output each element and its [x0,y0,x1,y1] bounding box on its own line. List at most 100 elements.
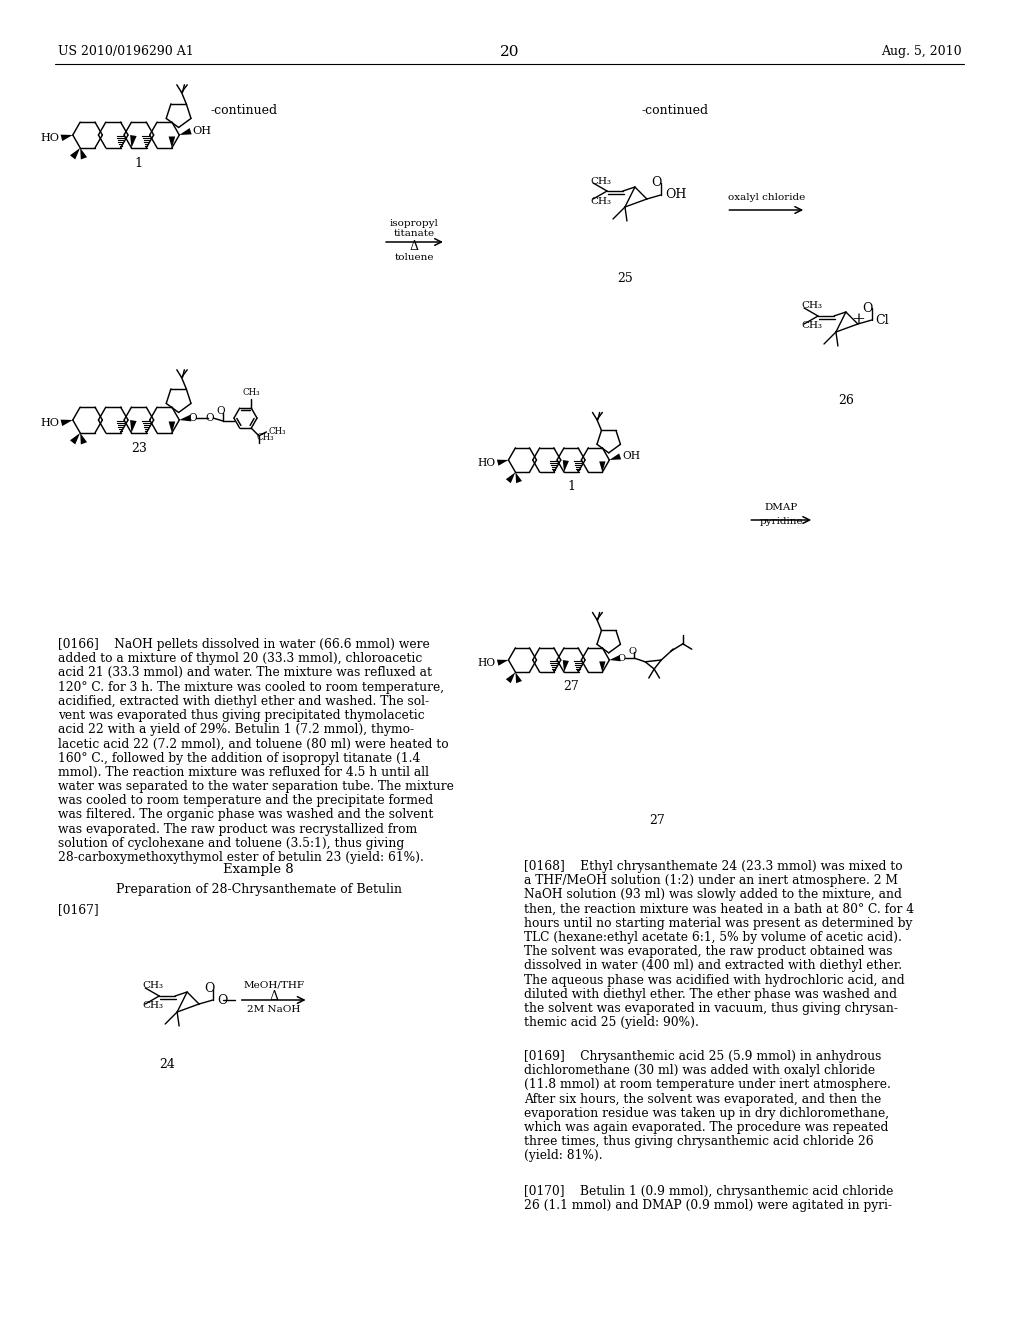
Text: CH₃: CH₃ [243,388,260,396]
Text: [0168]    Ethyl chrysanthemate 24 (23.3 mmol) was mixed to: [0168] Ethyl chrysanthemate 24 (23.3 mmo… [524,861,903,873]
Text: CH₃: CH₃ [590,177,611,186]
Text: NaOH solution (93 ml) was slowly added to the mixture, and: NaOH solution (93 ml) was slowly added t… [524,888,902,902]
Text: 26 (1.1 mmol) and DMAP (0.9 mmol) were agitated in pyri-: 26 (1.1 mmol) and DMAP (0.9 mmol) were a… [524,1199,893,1212]
Polygon shape [506,473,515,483]
Polygon shape [169,421,175,433]
Text: vent was evaporated thus giving precipitated thymolacetic: vent was evaporated thus giving precipit… [57,709,424,722]
Polygon shape [80,433,87,445]
Text: [0167]: [0167] [57,903,98,916]
Polygon shape [515,672,522,684]
Polygon shape [515,473,522,483]
Polygon shape [130,420,136,433]
Text: OH: OH [193,127,212,136]
Text: titanate: titanate [393,230,434,239]
Text: 2M NaOH: 2M NaOH [247,1006,300,1015]
Text: was evaporated. The raw product was recrystallized from: was evaporated. The raw product was recr… [57,822,417,836]
Polygon shape [497,660,509,665]
Text: 23: 23 [131,442,146,454]
Text: The solvent was evaporated, the raw product obtained was: The solvent was evaporated, the raw prod… [524,945,893,958]
Text: Aug. 5, 2010: Aug. 5, 2010 [881,45,962,58]
Text: acidified, extracted with diethyl ether and washed. The sol-: acidified, extracted with diethyl ether … [57,694,429,708]
Polygon shape [497,459,509,466]
Text: CH₃: CH₃ [268,428,286,437]
Text: O: O [205,413,214,424]
Text: O: O [217,994,227,1006]
Text: CH₃: CH₃ [801,301,822,310]
Text: 28-carboxymethoxythymol ester of betulin 23 (yield: 61%).: 28-carboxymethoxythymol ester of betulin… [57,851,424,865]
Text: CH₃: CH₃ [142,982,163,990]
Text: solution of cyclohexane and toluene (3.5:1), thus giving: solution of cyclohexane and toluene (3.5… [57,837,404,850]
Polygon shape [169,136,175,148]
Text: 25: 25 [617,272,633,285]
Text: The aqueous phase was acidified with hydrochloric acid, and: The aqueous phase was acidified with hyd… [524,974,905,986]
Text: dichloromethane (30 ml) was added with oxalyl chloride: dichloromethane (30 ml) was added with o… [524,1064,876,1077]
Text: added to a mixture of thymol 20 (33.3 mmol), chloroacetic: added to a mixture of thymol 20 (33.3 mm… [57,652,422,665]
Text: Cl: Cl [876,314,890,326]
Text: was filtered. The organic phase was washed and the solvent: was filtered. The organic phase was wash… [57,808,433,821]
Polygon shape [60,420,73,426]
Text: HO: HO [478,458,496,467]
Text: (yield: 81%).: (yield: 81%). [524,1150,603,1163]
Text: acid 22 with a yield of 29%. Betulin 1 (7.2 mmol), thymo-: acid 22 with a yield of 29%. Betulin 1 (… [57,723,414,737]
Polygon shape [80,148,87,160]
Text: HO: HO [478,657,496,668]
Text: O: O [617,653,626,663]
Text: evaporation residue was taken up in dry dichloromethane,: evaporation residue was taken up in dry … [524,1106,890,1119]
Text: OH: OH [665,189,686,202]
Text: acid 21 (33.3 mmol) and water. The mixture was refluxed at: acid 21 (33.3 mmol) and water. The mixtu… [57,667,432,680]
Text: O: O [204,982,214,994]
Text: (11.8 mmol) at room temperature under inert atmosphere.: (11.8 mmol) at room temperature under in… [524,1078,891,1092]
Text: 160° C., followed by the addition of isopropyl titanate (1.4: 160° C., followed by the addition of iso… [57,751,420,764]
Text: O: O [651,177,662,190]
Polygon shape [70,433,80,445]
Text: isopropyl: isopropyl [389,219,438,228]
Polygon shape [599,462,605,473]
Text: 27: 27 [563,680,579,693]
Text: Δ: Δ [269,990,279,1003]
Text: 24: 24 [160,1059,175,1072]
Polygon shape [130,135,136,148]
Text: three times, thus giving chrysanthemic acid chloride 26: three times, thus giving chrysanthemic a… [524,1135,874,1148]
Text: After six hours, the solvent was evaporated, and then the: After six hours, the solvent was evapora… [524,1093,882,1106]
Text: O: O [217,405,225,416]
Text: dissolved in water (400 ml) and extracted with diethyl ether.: dissolved in water (400 ml) and extracte… [524,960,902,973]
Text: themic acid 25 (yield: 90%).: themic acid 25 (yield: 90%). [524,1016,699,1030]
Polygon shape [179,128,191,135]
Text: diluted with diethyl ether. The ether phase was washed and: diluted with diethyl ether. The ether ph… [524,987,897,1001]
Text: 1: 1 [567,480,575,494]
Polygon shape [179,414,191,421]
Text: a THF/MeOH solution (1:2) under an inert atmosphere. 2 M: a THF/MeOH solution (1:2) under an inert… [524,874,898,887]
Text: -continued: -continued [210,103,278,116]
Text: US 2010/0196290 A1: US 2010/0196290 A1 [57,45,194,58]
Text: 1: 1 [135,157,143,169]
Polygon shape [506,672,515,684]
Text: CH₃: CH₃ [142,1002,163,1011]
Text: toluene: toluene [394,253,434,263]
Text: oxalyl chloride: oxalyl chloride [728,194,805,202]
Polygon shape [563,660,569,672]
Text: was cooled to room temperature and the precipitate formed: was cooled to room temperature and the p… [57,795,433,808]
Text: the solvent was evaporated in vacuum, thus giving chrysan-: the solvent was evaporated in vacuum, th… [524,1002,898,1015]
Text: 120° C. for 3 h. The mixture was cooled to room temperature,: 120° C. for 3 h. The mixture was cooled … [57,681,443,693]
Text: DMAP: DMAP [765,503,798,512]
Polygon shape [599,661,605,672]
Text: Preparation of 28-Chrysanthemate of Betulin: Preparation of 28-Chrysanthemate of Betu… [116,883,401,895]
Text: HO: HO [41,418,59,428]
Text: OH: OH [622,451,640,462]
Text: [0166]    NaOH pellets dissolved in water (66.6 mmol) were: [0166] NaOH pellets dissolved in water (… [57,638,429,651]
Polygon shape [609,655,621,661]
Text: [0169]    Chrysanthemic acid 25 (5.9 mmol) in anhydrous: [0169] Chrysanthemic acid 25 (5.9 mmol) … [524,1049,882,1063]
Text: +: + [851,312,864,329]
Text: CH₃: CH₃ [257,433,274,442]
Text: CH₃: CH₃ [590,197,611,206]
Text: O: O [862,301,873,314]
Text: pyridine: pyridine [760,517,803,527]
Polygon shape [609,453,622,459]
Text: Δ: Δ [410,240,419,253]
Polygon shape [563,461,569,473]
Text: O: O [188,413,197,424]
Text: water was separated to the water separation tube. The mixture: water was separated to the water separat… [57,780,454,793]
Text: Example 8: Example 8 [223,863,294,876]
Text: lacetic acid 22 (7.2 mmol), and toluene (80 ml) were heated to: lacetic acid 22 (7.2 mmol), and toluene … [57,738,449,750]
Text: then, the reaction mixture was heated in a bath at 80° C. for 4: then, the reaction mixture was heated in… [524,903,914,916]
